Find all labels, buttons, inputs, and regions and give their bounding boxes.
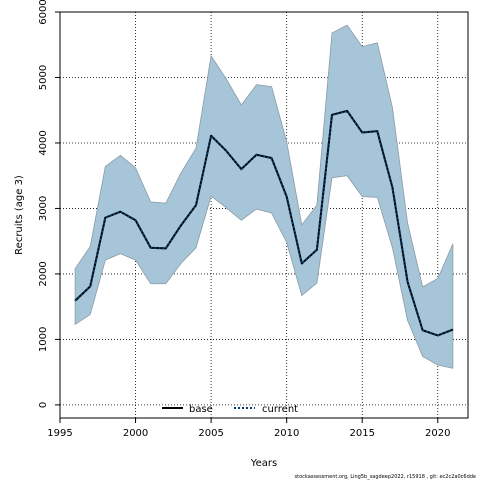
x-tick-label: 1995 [47,428,72,439]
x-tick-label: 2010 [274,428,299,439]
series-line-current [74,109,454,337]
plot-frame [59,11,469,419]
y-tick-label: 3000 [38,196,49,221]
x-axis-title: Years [250,458,277,469]
y-axis-title: Recruits (age 3) [14,175,25,255]
y-axis: 0 1000 2000 3000 4000 5000 6000 [38,0,60,408]
x-tick-label: 2020 [425,428,450,439]
legend-current-label: current [262,404,298,415]
legend-base-label: base [189,404,213,415]
x-tick-label: 2015 [349,428,374,439]
y-tick-label: 2000 [38,261,49,286]
legend: base current [162,404,298,415]
x-tick-label: 2005 [198,428,223,439]
y-tick-label: 4000 [38,130,49,155]
y-tick-label: 0 [38,402,49,408]
x-tick-label: 2000 [123,428,148,439]
confidence-band [74,24,454,369]
series-lines-layer [74,109,454,337]
y-tick-label: 5000 [38,65,49,90]
confidence-band-layer [74,24,454,369]
x-axis: 1995 2000 2005 2010 2015 2020 [47,418,451,439]
footer-note: stockassessment.org, Ling5b_sagdeep2022,… [295,474,476,480]
y-tick-label: 1000 [38,327,49,352]
y-tick-label: 6000 [38,0,49,25]
